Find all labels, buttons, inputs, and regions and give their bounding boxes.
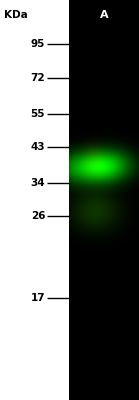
Text: 34: 34 [31,178,45,188]
Bar [70,8,139,392]
Text: 72: 72 [31,73,45,83]
Text: 17: 17 [31,293,45,303]
Text: 95: 95 [31,39,45,49]
Text: 26: 26 [31,211,45,221]
Text: A: A [100,10,109,20]
Text: 55: 55 [31,109,45,119]
Text: 43: 43 [31,142,45,152]
Text: KDa: KDa [4,10,28,20]
